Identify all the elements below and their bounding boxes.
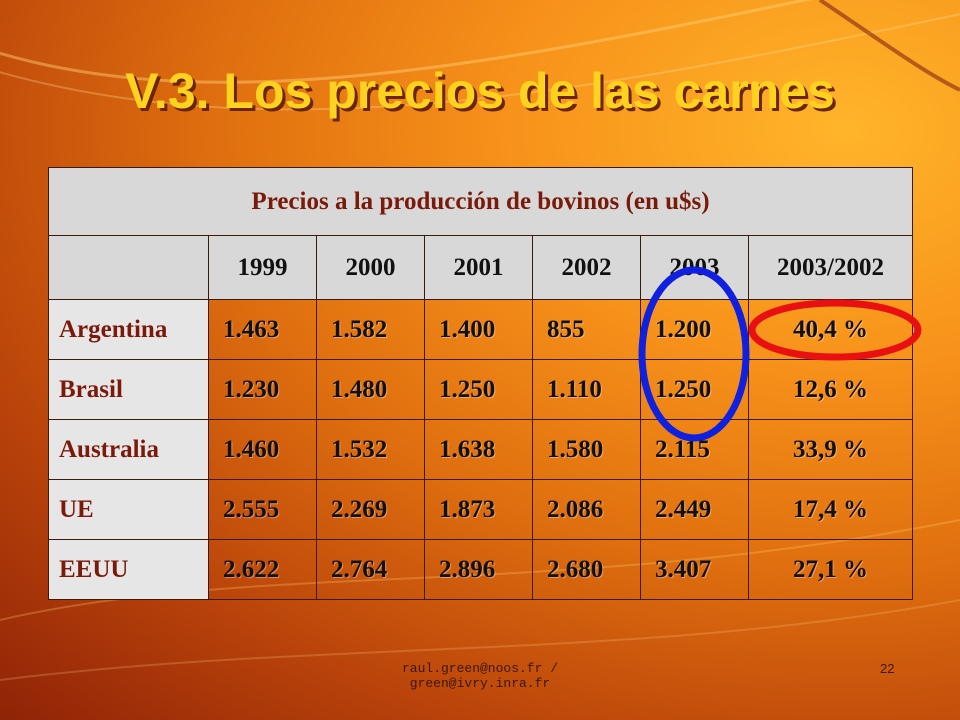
country-cell: Australia — [48, 419, 209, 480]
header-year-2003: 2003 — [640, 235, 749, 300]
table-header-row: 1999 2000 2001 2002 2003 2003/2002 — [48, 235, 913, 300]
value-cell: 1.400 — [424, 299, 533, 360]
change-cell: 33,9 % — [748, 419, 913, 480]
value-cell: 2.680 — [532, 539, 641, 600]
change-cell: 27,1 % — [748, 539, 913, 600]
country-cell: Brasil — [48, 359, 209, 420]
change-cell: 12,6 % — [748, 359, 913, 420]
table-caption-row: Precios a la producción de bovinos (en u… — [48, 167, 913, 236]
value-cell: 1.873 — [424, 479, 533, 540]
value-cell: 2.449 — [640, 479, 749, 540]
value-cell: 2.896 — [424, 539, 533, 600]
value-cell: 2.269 — [316, 479, 425, 540]
value-cell: 1.250 — [424, 359, 533, 420]
change-cell: 17,4 % — [748, 479, 913, 540]
value-cell: 2.115 — [640, 419, 749, 480]
value-cell: 855 — [532, 299, 641, 360]
header-year-1999: 1999 — [208, 235, 317, 300]
value-cell: 1.250 — [640, 359, 749, 420]
slide-title: V.3. Los precios de las carnes — [125, 63, 835, 119]
header-change: 2003/2002 — [748, 235, 913, 300]
value-cell: 2.555 — [208, 479, 317, 540]
prices-table: Precios a la producción de bovinos (en u… — [48, 167, 913, 600]
country-cell: UE — [48, 479, 209, 540]
value-cell: 2.622 — [208, 539, 317, 600]
header-year-2000: 2000 — [316, 235, 425, 300]
value-cell: 2.086 — [532, 479, 641, 540]
value-cell: 1.460 — [208, 419, 317, 480]
value-cell: 1.200 — [640, 299, 749, 360]
value-cell: 1.638 — [424, 419, 533, 480]
table-caption: Precios a la producción de bovinos (en u… — [48, 167, 913, 236]
change-cell: 40,4 % — [748, 299, 913, 360]
header-year-2002: 2002 — [532, 235, 641, 300]
table-row: UE 2.555 2.269 1.873 2.086 2.449 17,4 % — [48, 479, 913, 540]
value-cell: 3.407 — [640, 539, 749, 600]
value-cell: 1.110 — [532, 359, 641, 420]
value-cell: 1.580 — [532, 419, 641, 480]
header-year-2001: 2001 — [424, 235, 533, 300]
table-row: Brasil 1.230 1.480 1.250 1.110 1.250 12,… — [48, 359, 913, 420]
value-cell: 1.480 — [316, 359, 425, 420]
table-row: Argentina 1.463 1.582 1.400 855 1.200 40… — [48, 299, 913, 360]
table-row: Australia 1.460 1.532 1.638 1.580 2.115 … — [48, 419, 913, 480]
value-cell: 1.230 — [208, 359, 317, 420]
footer-email: raul.green@noos.fr / green@ivry.inra.fr — [401, 661, 559, 691]
country-cell: Argentina — [48, 299, 209, 360]
table-row: EEUU 2.622 2.764 2.896 2.680 3.407 27,1 … — [48, 539, 913, 600]
value-cell: 1.582 — [316, 299, 425, 360]
country-cell: EEUU — [48, 539, 209, 600]
value-cell: 1.463 — [208, 299, 317, 360]
value-cell: 2.764 — [316, 539, 425, 600]
page-number: 22 — [880, 661, 895, 676]
header-corner — [48, 235, 209, 300]
value-cell: 1.532 — [316, 419, 425, 480]
